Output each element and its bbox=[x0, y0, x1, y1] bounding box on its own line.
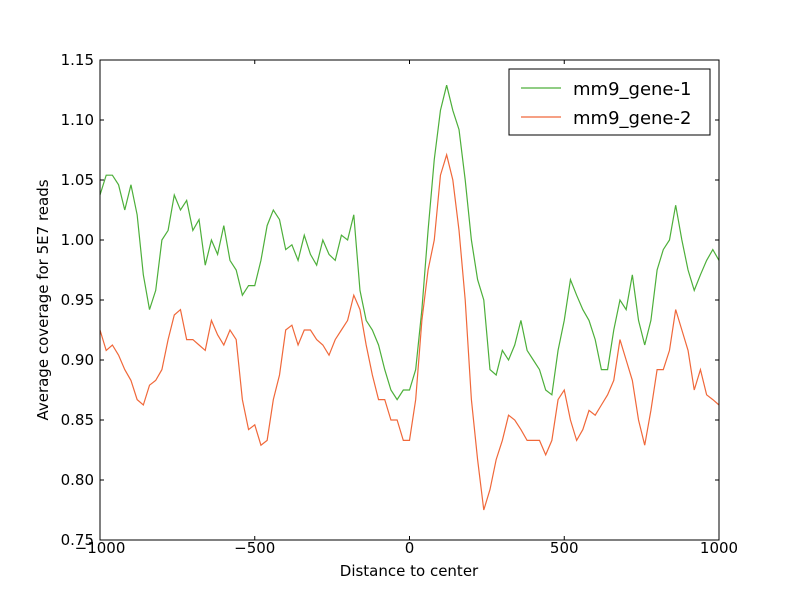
y-axis-label: Average coverage for 5E7 reads bbox=[34, 179, 52, 420]
y-tick-label: 1.05 bbox=[61, 171, 94, 189]
x-axis-label: Distance to center bbox=[340, 562, 479, 580]
y-tick-label: 0.75 bbox=[61, 531, 94, 549]
y-tick-label: 0.90 bbox=[61, 351, 94, 369]
x-tick-label: 500 bbox=[550, 539, 579, 557]
x-tick-label: 0 bbox=[405, 539, 415, 557]
y-tick-label: 0.85 bbox=[61, 411, 94, 429]
legend-label: mm9_gene-2 bbox=[573, 108, 691, 129]
x-tick-label: −1000 bbox=[75, 539, 126, 557]
legend-label: mm9_gene-1 bbox=[573, 79, 691, 100]
y-tick-label: 1.00 bbox=[61, 231, 94, 249]
data-line bbox=[99, 85, 720, 401]
legend-frame bbox=[508, 68, 711, 136]
x-tick-label: 1000 bbox=[700, 539, 738, 557]
data-line bbox=[99, 152, 720, 511]
y-tick-label: 0.80 bbox=[61, 471, 94, 489]
y-tick-label: 1.10 bbox=[61, 111, 94, 129]
x-tick-label: −500 bbox=[234, 539, 275, 557]
y-tick-label: 1.15 bbox=[61, 51, 94, 69]
y-tick-label: 0.95 bbox=[61, 291, 94, 309]
